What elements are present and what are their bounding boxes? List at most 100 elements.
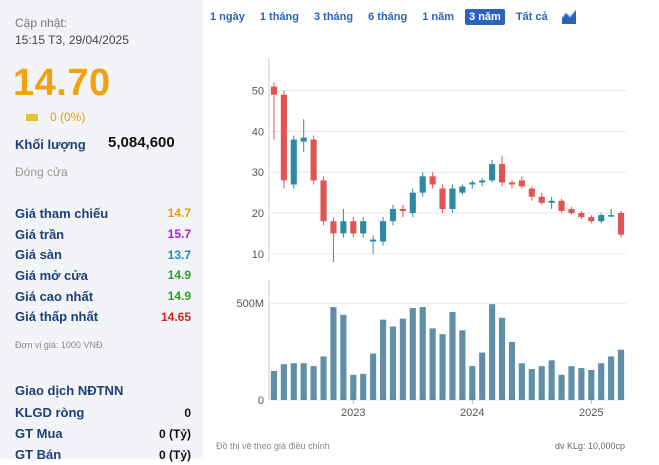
x-tick-label: 2023 — [341, 407, 365, 419]
price-tick-label: 30 — [252, 167, 264, 179]
tab-1-day[interactable]: 1 ngày — [210, 11, 245, 23]
volume-bar — [300, 363, 307, 400]
stat-value-ceiling: 15.7 — [167, 227, 191, 242]
volume-unit-note: dv KLg: 10,000cp — [555, 441, 626, 451]
volume-bar — [489, 304, 496, 400]
candle-body — [360, 221, 367, 234]
price-tick-label: 20 — [252, 208, 264, 220]
volume-bar — [439, 334, 446, 400]
unchanged-icon — [26, 113, 38, 121]
volume-bar — [508, 341, 516, 400]
candle-body — [588, 217, 595, 222]
area-chart-icon[interactable] — [560, 9, 577, 25]
candle-body — [409, 192, 416, 214]
volume-bar — [469, 366, 476, 400]
foreign-row: KLGD ròng 0 — [15, 402, 191, 423]
candle-body — [449, 188, 456, 209]
price-tick-label: 10 — [252, 249, 264, 261]
volume-bar — [479, 352, 486, 400]
volume-bar — [617, 349, 625, 400]
price-tick-label: 50 — [252, 86, 264, 98]
close-status: Đóng cửa — [15, 165, 68, 179]
candle-body — [578, 213, 585, 218]
volume-bar — [419, 307, 426, 400]
candle-body — [568, 208, 575, 214]
current-price: 14.70 — [13, 62, 111, 104]
price-volume-chart: 10 20 30 40 50 0 500M 2023 2024 2025 — [236, 58, 626, 419]
candle-body — [330, 221, 337, 234]
candle-body — [379, 221, 387, 242]
candle-body — [439, 188, 446, 209]
update-label: Cập nhật: — [15, 16, 68, 30]
candle-body — [548, 200, 555, 203]
candle-body — [280, 94, 287, 181]
price-change-text: 0 (0%) — [50, 110, 86, 124]
foreign-trading-title: Giao dịch NĐTNN — [15, 383, 124, 398]
update-time: 15:15 T3, 29/04/2025 — [15, 33, 129, 47]
stat-row: Giá trần 15.7 — [15, 224, 191, 245]
volume-label: Khối lượng — [15, 137, 86, 152]
stat-row: Giá thấp nhất 14.65 — [15, 306, 191, 327]
candle-body — [479, 180, 486, 183]
volume-bar — [548, 360, 555, 400]
volume-bar — [409, 308, 416, 400]
x-tick-label: 2024 — [460, 407, 484, 419]
candle-body — [320, 180, 327, 222]
stat-value-high: 14.9 — [167, 289, 191, 304]
range-tabs: 1 ngày 1 tháng 3 tháng 6 tháng 1 năm 3 n… — [206, 9, 577, 25]
stat-row: Giá tham chiếu 14.7 — [15, 203, 191, 224]
volume-bar — [588, 370, 595, 400]
stat-value-open: 14.9 — [167, 268, 191, 283]
stat-row: Giá cao nhất 14.9 — [15, 286, 191, 307]
volume-value: 5,084,600 — [108, 134, 175, 151]
candle-body — [350, 221, 357, 234]
volume-tick-label: 500M — [236, 298, 264, 310]
stat-label-high: Giá cao nhất — [15, 288, 94, 304]
tab-3-years[interactable]: 3 năm — [465, 9, 505, 25]
volume-bar — [399, 318, 406, 400]
tab-3-months[interactable]: 3 tháng — [313, 11, 354, 23]
volume-bar — [568, 366, 575, 400]
candle-body — [469, 182, 476, 185]
candle-body — [528, 188, 535, 197]
volume-tick-label: 0 — [258, 395, 264, 407]
foreign-value-net: 0 — [184, 405, 191, 420]
volume-bar — [270, 370, 278, 400]
candle-body — [508, 182, 516, 185]
candle-body — [608, 215, 615, 217]
chart-footnote: Đồ thị vẽ theo giá điều chỉnh — [216, 441, 330, 451]
candle-body — [310, 139, 317, 181]
price-change: 0 (0%) — [26, 110, 85, 124]
volume-bar — [370, 353, 377, 400]
tab-all[interactable]: Tất cả — [515, 11, 548, 23]
stat-label-open: Giá mở cửa — [15, 267, 88, 283]
candle-body — [300, 137, 307, 142]
candle-body — [518, 180, 525, 187]
price-stats: Giá tham chiếu 14.7 Giá trần 15.7 Giá sà… — [15, 203, 191, 327]
candle-body — [489, 164, 496, 181]
candle-body — [340, 221, 347, 234]
candle-body — [399, 208, 406, 211]
candle-body — [558, 200, 565, 211]
tab-6-months[interactable]: 6 tháng — [368, 11, 408, 23]
foreign-label-buy: GT Mua — [15, 426, 63, 441]
tab-1-year[interactable]: 1 năm — [422, 11, 455, 23]
tab-1-month[interactable]: 1 tháng — [259, 11, 299, 23]
foreign-value-sell: 0 (Tỷ) — [158, 447, 191, 462]
candle-body — [617, 213, 625, 235]
volume-bar — [598, 363, 605, 400]
quote-panel: Cập nhật: 15:15 T3, 29/04/2025 14.70 0 (… — [0, 0, 203, 462]
volume-bar — [360, 373, 367, 400]
candle-body — [429, 176, 436, 185]
volume-bar — [290, 363, 297, 400]
stat-value-reference: 14.7 — [167, 206, 191, 221]
stat-label-reference: Giá tham chiếu — [15, 205, 109, 221]
volume-bar — [558, 374, 565, 400]
volume-bar — [389, 326, 397, 400]
volume-bar — [528, 369, 535, 400]
candle-body — [459, 186, 466, 193]
volume-bar — [320, 356, 327, 400]
volume-bar — [340, 314, 347, 400]
price-tick-label: 40 — [252, 126, 264, 138]
stat-label-low: Giá thấp nhất — [15, 309, 99, 325]
